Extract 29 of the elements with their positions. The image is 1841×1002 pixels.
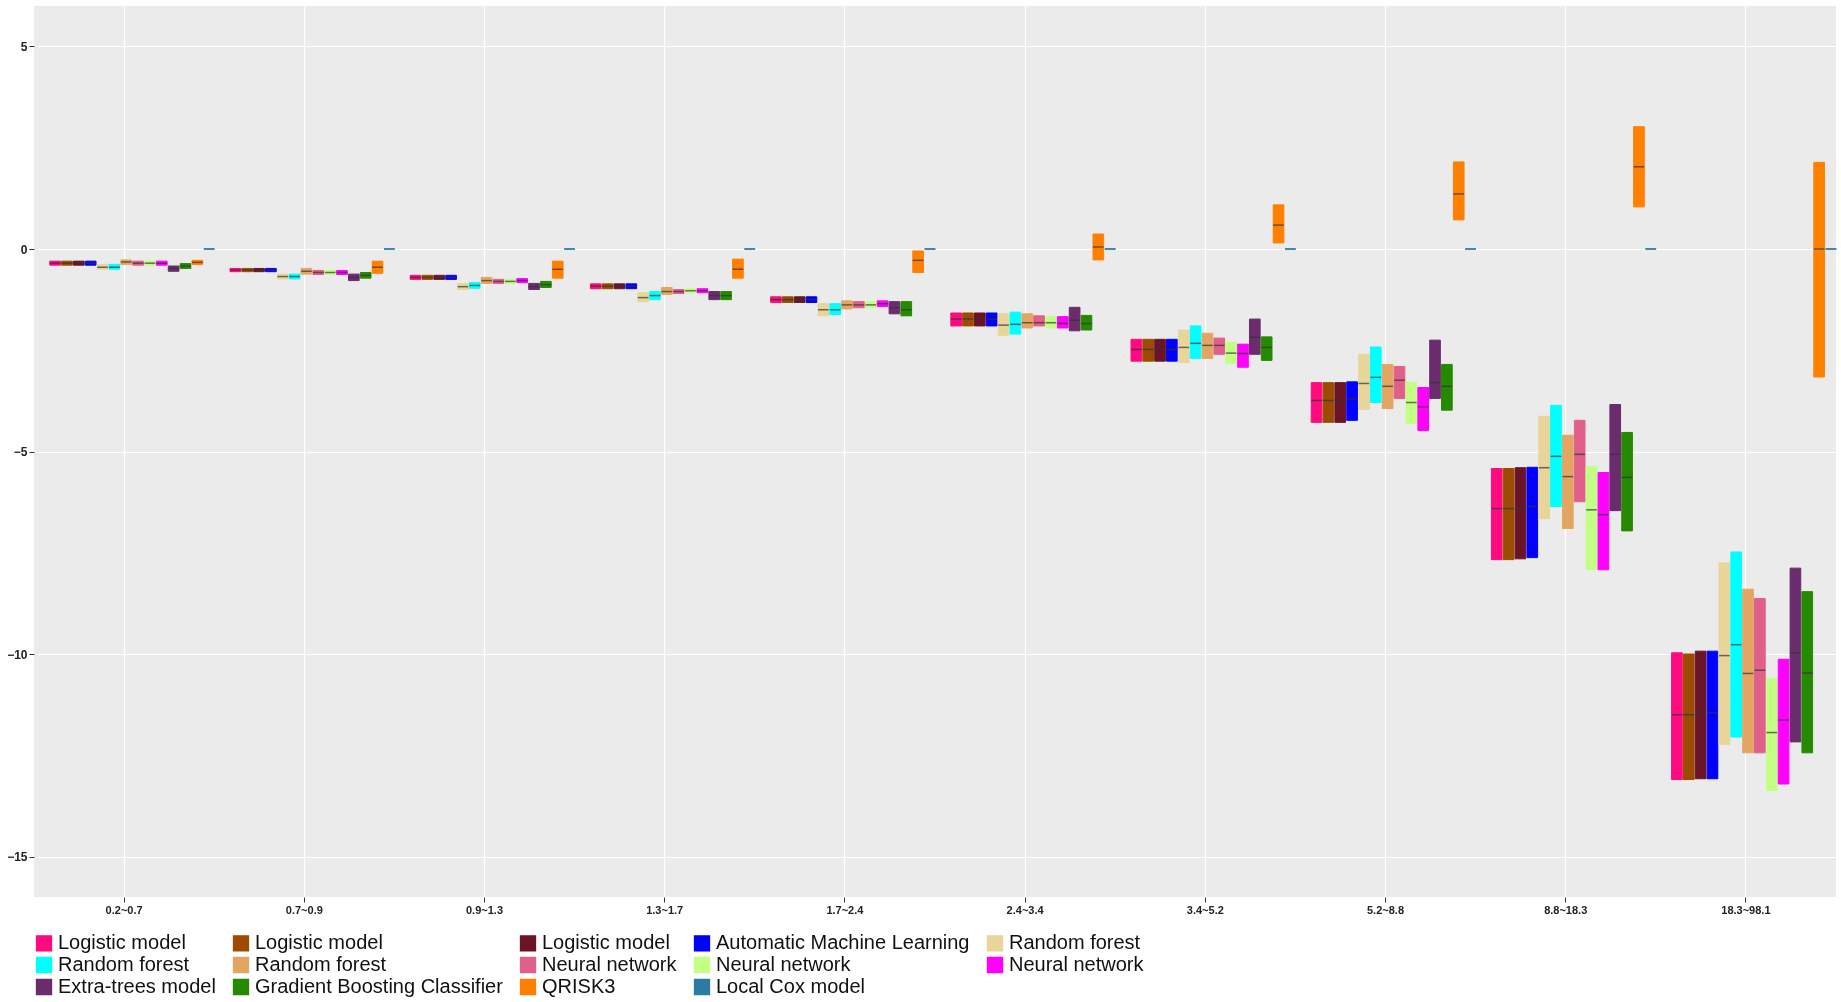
x-tick-label: 2.4~3.4 [1006,903,1045,916]
legend-label: Logistic model [255,931,383,954]
legend-label: Random forest [255,953,387,975]
legend-label: Automatic Machine Learning [716,931,970,954]
legend-label: Logistic model [58,931,186,954]
x-tick-label: 8.8~18.3 [1544,903,1588,916]
y-tick-label: −10 [7,647,28,662]
legend-label: QRISK3 [542,975,616,997]
x-tick-label: 0.7~0.9 [285,903,323,916]
legend-label: Neural network [716,953,852,975]
y-tick-label: 0 [20,242,28,257]
legend-label: Random forest [1009,931,1141,954]
x-tick-label: 18.3~98.1 [1721,903,1771,916]
x-tick-label: 1.7~2.4 [826,903,865,916]
y-tick-label: −15 [7,850,28,864]
legend-label: Logistic model [542,931,670,954]
legend-label: Extra-trees model [58,975,216,997]
legend-label: Neural network [542,953,678,975]
x-tick-label: 5.2~8.8 [1366,903,1405,916]
y-tick-label: 5 [20,40,28,54]
x-tick-label: 0.2~0.7 [105,903,143,916]
legend-label: Local Cox model [716,975,865,997]
legend-label: Neural network [1009,953,1145,975]
x-tick-label: 0.9~1.3 [465,903,504,916]
legend-label: Random forest [58,953,190,975]
legend-label: Gradient Boosting Classifier [255,975,504,997]
y-tick-label: −5 [13,445,28,459]
x-tick-label: 1.3~1.7 [646,903,684,916]
x-tick-label: 3.4~5.2 [1186,903,1224,916]
